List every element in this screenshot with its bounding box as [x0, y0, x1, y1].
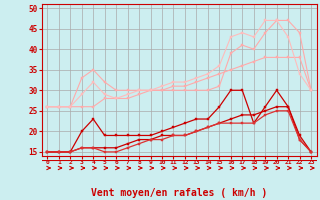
Text: Vent moyen/en rafales ( km/h ): Vent moyen/en rafales ( km/h ): [91, 188, 267, 198]
